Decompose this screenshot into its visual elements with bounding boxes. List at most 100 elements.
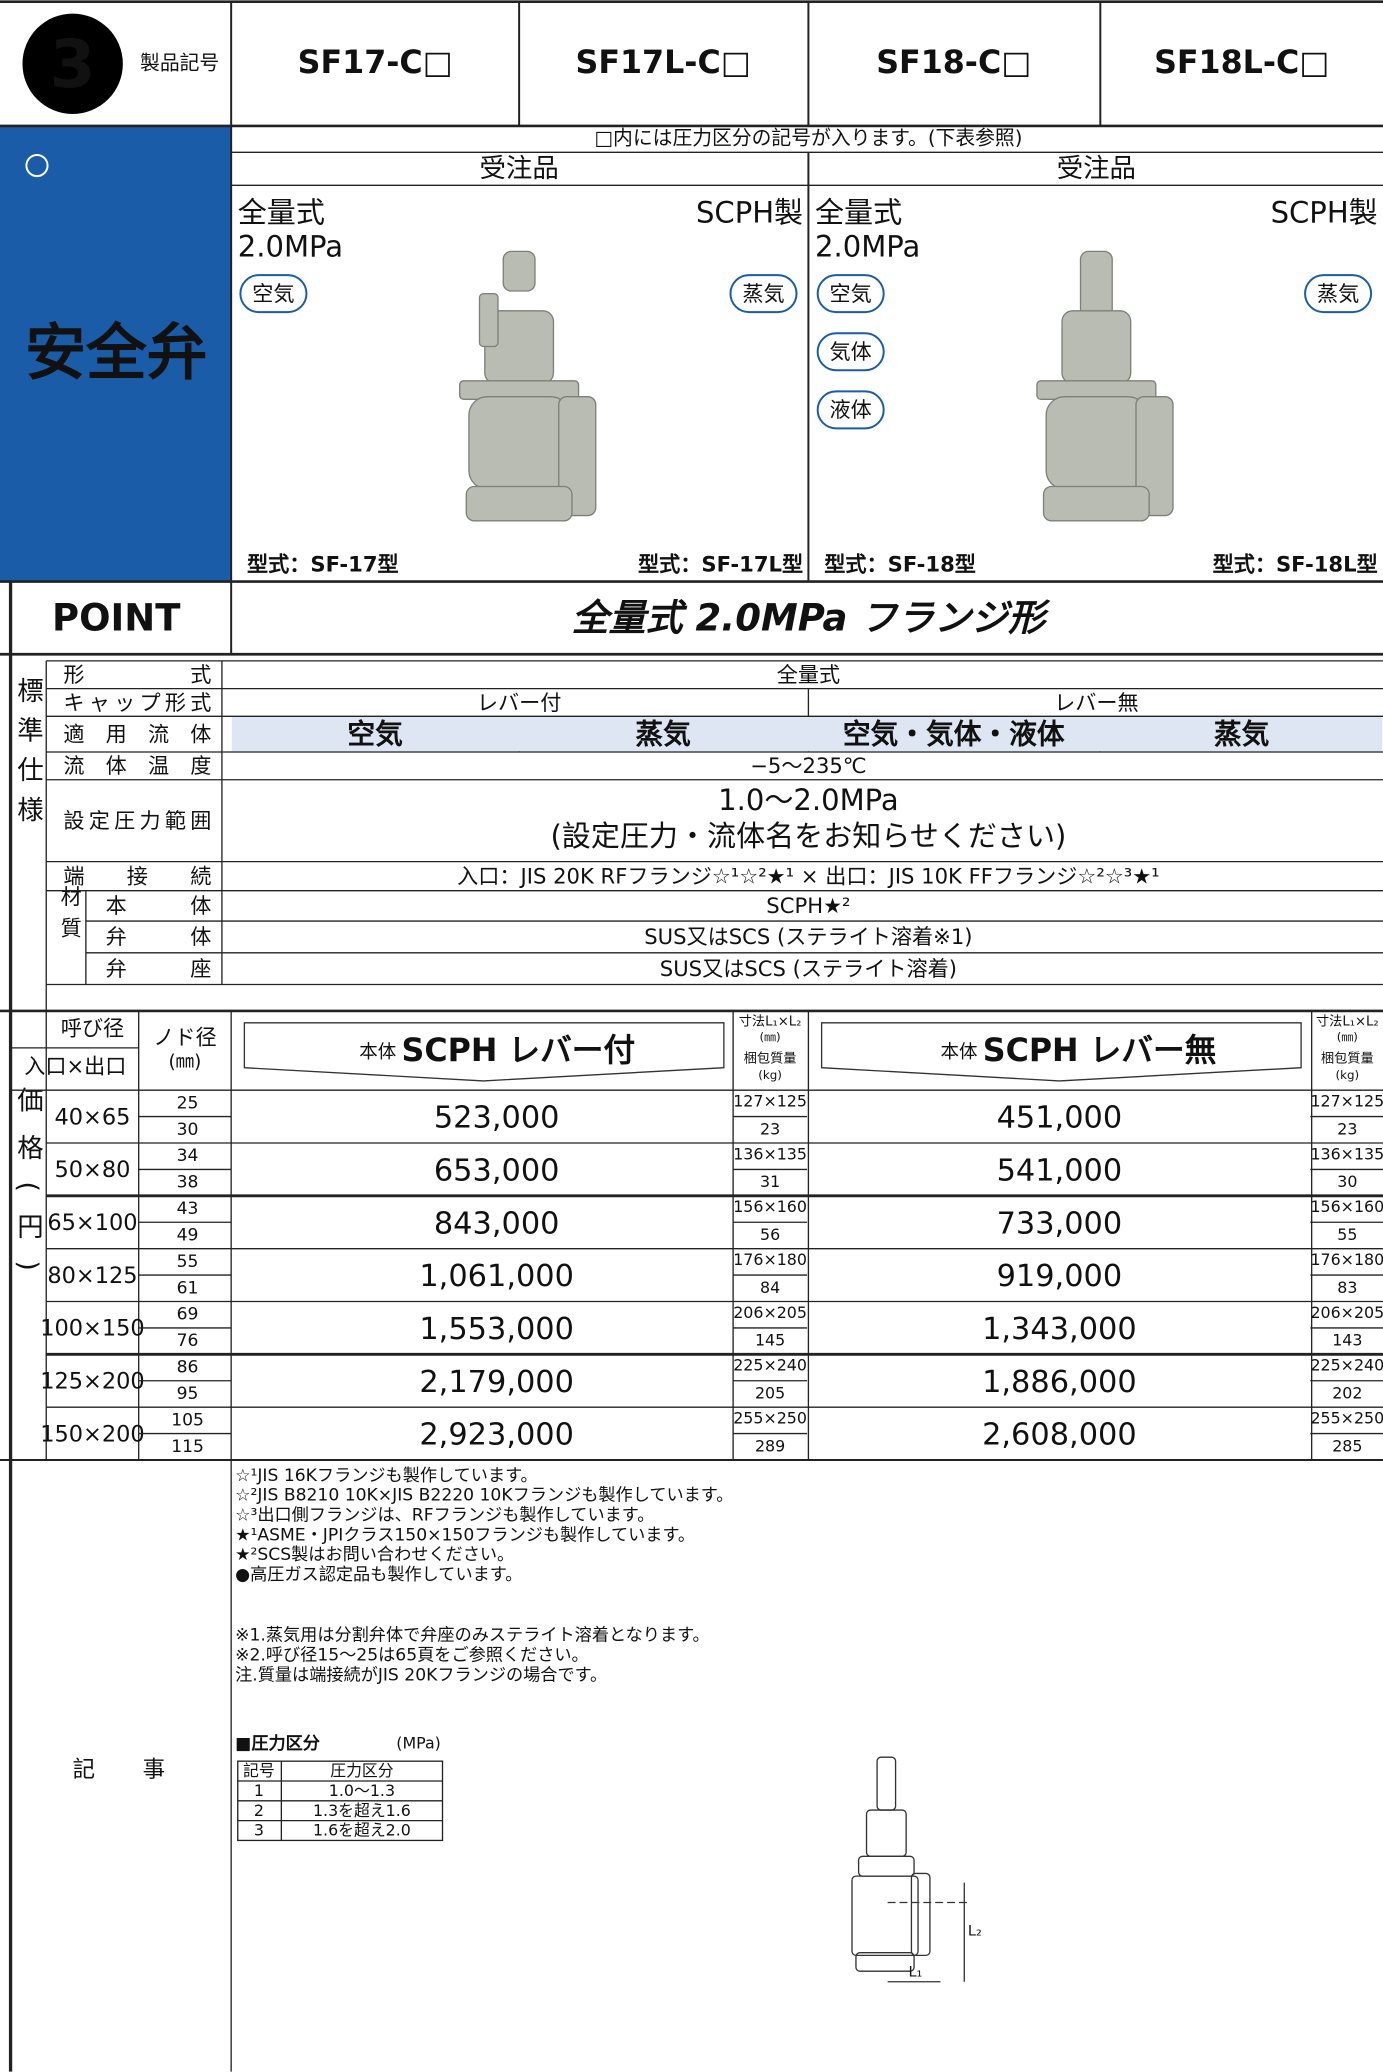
throat-cell: 30 [177,1120,199,1140]
price-cell: 733,000 [997,1206,1123,1241]
weight-cell: 56 [760,1225,780,1244]
valve-illustration [459,250,597,522]
product-type: 全量式 [238,195,325,229]
table-cell: 3 [254,1821,264,1840]
header-label: 製品記号 [140,51,219,74]
spec-value: レバー無 [1054,690,1139,715]
dims-cell: 176×180 [733,1250,807,1269]
weight-cell: 83 [1337,1278,1357,1297]
weight-cell: 23 [1337,1119,1357,1138]
size-cell: 80×125 [47,1263,137,1289]
valve-part [478,292,499,348]
valve-part [1045,396,1148,490]
price-cell: 919,000 [997,1259,1123,1294]
valve-diagram [851,1756,971,1983]
throat-cell: 115 [171,1437,204,1457]
dims-cell: 127×125 [733,1092,807,1111]
model-code: SF18L-C□ [1154,45,1329,81]
diagram-part [910,1872,931,1957]
throat-cell: 43 [177,1199,199,1219]
table-unit: (MPa) [396,1734,441,1753]
throat-cell: 38 [177,1173,199,1193]
price-cell: 653,000 [434,1154,560,1189]
price-cell: 2,608,000 [982,1418,1137,1453]
throat-cell: 86 [177,1358,199,1378]
price-cell: 541,000 [997,1154,1123,1189]
fluid-badge [816,390,885,430]
weight-cell: 31 [760,1172,780,1191]
spec-value: 蒸気 [1214,717,1270,750]
price-header: ノド径 [153,1025,216,1050]
table-cell: 2 [254,1801,264,1820]
model-code: SF17-C□ [298,45,453,81]
spec-value: 空気 [347,717,403,750]
throat-cell: 69 [177,1305,199,1325]
fluid-label: 液体 [830,397,872,422]
notice: □内には圧力区分の記号が入ります。(下表参照) [594,127,1022,150]
spec-label: 設定圧力範囲 [63,808,211,833]
table-header: 記号 [243,1761,275,1780]
diagram-part [876,1756,897,1811]
note: ★¹ASME・JPIクラス150×150フランジも製作しています。 [235,1525,695,1545]
spec-value: SCPH★² [766,893,850,918]
dims-cell: 206×205 [1310,1303,1383,1322]
fluid-badge [729,274,798,314]
throat-cell: 55 [177,1252,199,1272]
point-label: POINT [52,596,181,639]
weight-cell: 23 [760,1119,780,1138]
weight-cell: 84 [760,1278,780,1297]
spec-label: 弁体 [106,924,212,949]
product-pressure: 2.0MPa [238,230,343,264]
valve-part [1061,310,1132,385]
weight-cell: 289 [755,1436,785,1455]
valve-part [468,396,570,490]
spec-label: 適用流体 [63,721,211,746]
note: ☆²JIS B8210 10K×JIS B2220 10Kフランジも製作していま… [235,1486,733,1506]
dims-cell: 156×160 [1310,1197,1383,1216]
valve-part [1042,485,1150,522]
memo-label: 記事 [73,1757,165,1783]
dims-header: 寸法L₁×L₂ [1316,1013,1379,1029]
diagram-part [855,1952,915,1972]
throat-cell: 76 [177,1331,199,1351]
table-cell: 1.0〜1.3 [329,1781,395,1800]
dims-header: (㎜) [1337,1030,1358,1044]
fluid-label: 蒸気 [1317,281,1359,306]
model-type: 型式：SF-18L型 [1213,552,1378,577]
spec-label: キャップ形式 [63,690,211,715]
table-cell: 1.6を超え2.0 [313,1821,411,1840]
price-cell: 1,886,000 [982,1365,1137,1400]
price-header: 本体 [941,1042,978,1063]
badge-number: 3 [50,26,96,103]
note: ●高圧ガス認定品も製作しています。 [235,1565,522,1585]
weight-cell: 30 [1337,1172,1357,1191]
weight-cell: 202 [1332,1383,1362,1402]
weight-cell: 143 [1332,1331,1362,1350]
dims-header: (kg) [1335,1068,1359,1082]
throat-cell: 49 [177,1225,199,1245]
spec-label: 流体温度 [63,753,211,778]
point-text: 全量式 2.0MPa フランジ形 [572,596,1051,639]
size-cell: 50×80 [55,1157,131,1183]
fluid-badge [816,332,885,372]
badge-circle [22,13,123,115]
model-code: SF17L-C□ [576,45,751,81]
dims-cell: 206×205 [733,1303,807,1322]
spec-value: 入口：JIS 20K RFフランジ☆¹☆²★¹ × 出口：JIS 10K FFフ… [457,863,1160,888]
spec-value: 蒸気 [635,717,691,750]
table-cell: 1.3を超え1.6 [313,1801,411,1820]
spec-label: 形式 [63,662,211,687]
order-label: 受注品 [1057,153,1136,184]
price-cell: 1,343,000 [982,1312,1137,1347]
price-header: 入口×出口 [24,1054,126,1079]
price-header: 本体 [359,1042,396,1063]
dims-cell: 255×250 [1310,1409,1383,1428]
dims-cell: 225×240 [733,1356,807,1375]
spec-value: (設定圧力・流体名をお知らせください) [550,819,1066,853]
dims-header: 梱包質量 [744,1050,797,1066]
logo [25,153,49,178]
dims-cell: 136×135 [733,1144,807,1163]
throat-cell: 34 [177,1146,199,1166]
product-material: SCPH製 [1271,195,1378,229]
